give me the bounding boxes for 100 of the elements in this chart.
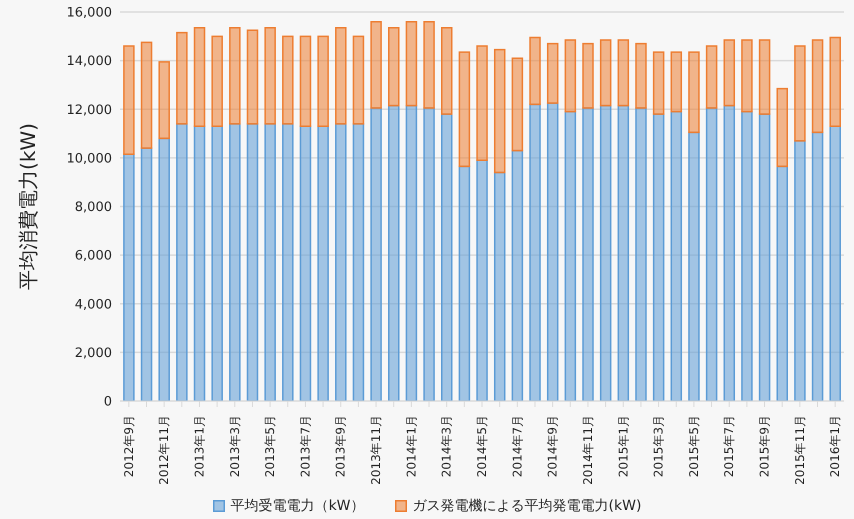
bar [246, 123, 258, 401]
bar [317, 126, 329, 401]
bar [300, 126, 312, 401]
bar [140, 42, 152, 149]
bar [812, 39, 824, 134]
y-axis-title: 平均消費電力(kW) [16, 123, 40, 290]
y-tick-label: 4,000 [74, 297, 112, 312]
bar [529, 36, 541, 106]
x-tick-label: 2014年7月 [510, 415, 524, 478]
bar [829, 126, 841, 401]
bar [317, 36, 329, 128]
bar [618, 104, 630, 401]
x-tick-label: 2015年9月 [758, 415, 772, 478]
bar [140, 147, 152, 401]
bar [440, 113, 452, 401]
bar [812, 132, 824, 401]
bar [546, 42, 558, 104]
bar [635, 42, 647, 109]
bar [352, 123, 364, 401]
bar [229, 123, 241, 401]
y-tick-label: 0 [104, 394, 112, 410]
y-tick-label: 10,000 [66, 151, 112, 166]
bar [370, 20, 382, 109]
bar [670, 110, 682, 401]
bar [741, 39, 753, 112]
bar [635, 107, 647, 401]
bar [794, 140, 806, 401]
bar [388, 27, 400, 106]
bar [211, 36, 223, 128]
bar [123, 45, 135, 155]
bar [194, 126, 206, 401]
y-tick-label: 6,000 [74, 248, 112, 264]
x-tick-label: 2013年9月 [334, 415, 348, 478]
bar [158, 138, 170, 401]
bar [741, 110, 753, 401]
bar [282, 36, 294, 125]
bar [494, 172, 506, 401]
bar [423, 20, 435, 109]
bar [458, 166, 470, 401]
bar [546, 102, 558, 401]
bar [300, 36, 312, 128]
bar [724, 39, 736, 106]
bar [512, 150, 524, 401]
bar [794, 45, 806, 142]
bar [688, 51, 700, 134]
bar [688, 132, 700, 401]
x-tick-label: 2013年11月 [369, 415, 384, 485]
x-tick-label: 2015年3月 [652, 415, 666, 478]
bar [600, 39, 612, 106]
bar [246, 29, 258, 125]
bar [440, 27, 452, 115]
x-tick-label: 2012年11月 [157, 415, 172, 485]
x-tick-label: 2013年3月 [228, 415, 242, 478]
bar [618, 39, 630, 106]
bar [388, 104, 400, 401]
bar [829, 36, 841, 128]
bar [582, 107, 594, 401]
x-tick-label: 2013年5月 [263, 415, 278, 478]
x-tick-label: 2014年3月 [440, 415, 454, 478]
bar [282, 123, 294, 401]
bar [600, 104, 612, 401]
bar [476, 160, 488, 401]
bar [406, 104, 418, 401]
bar [776, 166, 788, 401]
bar [652, 51, 664, 115]
bar [176, 32, 188, 125]
y-tick-label: 8,000 [74, 200, 112, 216]
bar [564, 39, 576, 112]
bar [335, 27, 347, 125]
y-tick-label: 16,000 [66, 6, 112, 21]
x-tick-label: 2014年11月 [580, 415, 595, 485]
legend-label: 平均受電電力（kW） [230, 497, 365, 515]
x-tick-label: 2012年9月 [122, 415, 136, 478]
bar [352, 36, 364, 125]
bar [458, 51, 470, 168]
bar [582, 42, 594, 109]
bar [264, 27, 276, 125]
bar [476, 45, 488, 162]
bar [512, 57, 524, 152]
bar [370, 107, 382, 401]
x-tick-label: 2016年1月 [828, 415, 842, 478]
bar [758, 113, 770, 401]
x-tick-label: 2014年5月 [475, 415, 489, 478]
bar [564, 110, 576, 401]
x-tick-label: 2015年1月 [616, 415, 630, 478]
bar [211, 126, 223, 401]
bar [194, 27, 206, 128]
x-tick-label: 2015年5月 [686, 415, 701, 478]
x-tick-label: 2015年7月 [722, 415, 736, 478]
bar [176, 123, 188, 401]
bar [123, 153, 135, 401]
bar [229, 27, 241, 125]
bar [706, 45, 718, 109]
legend-label: ガス発電機による平均発電電力(kW) [412, 497, 642, 515]
bar [706, 107, 718, 401]
bar [158, 61, 170, 140]
bar [406, 20, 418, 106]
y-tick-label: 2,000 [74, 346, 112, 361]
bar [670, 51, 682, 112]
bar [335, 123, 347, 401]
